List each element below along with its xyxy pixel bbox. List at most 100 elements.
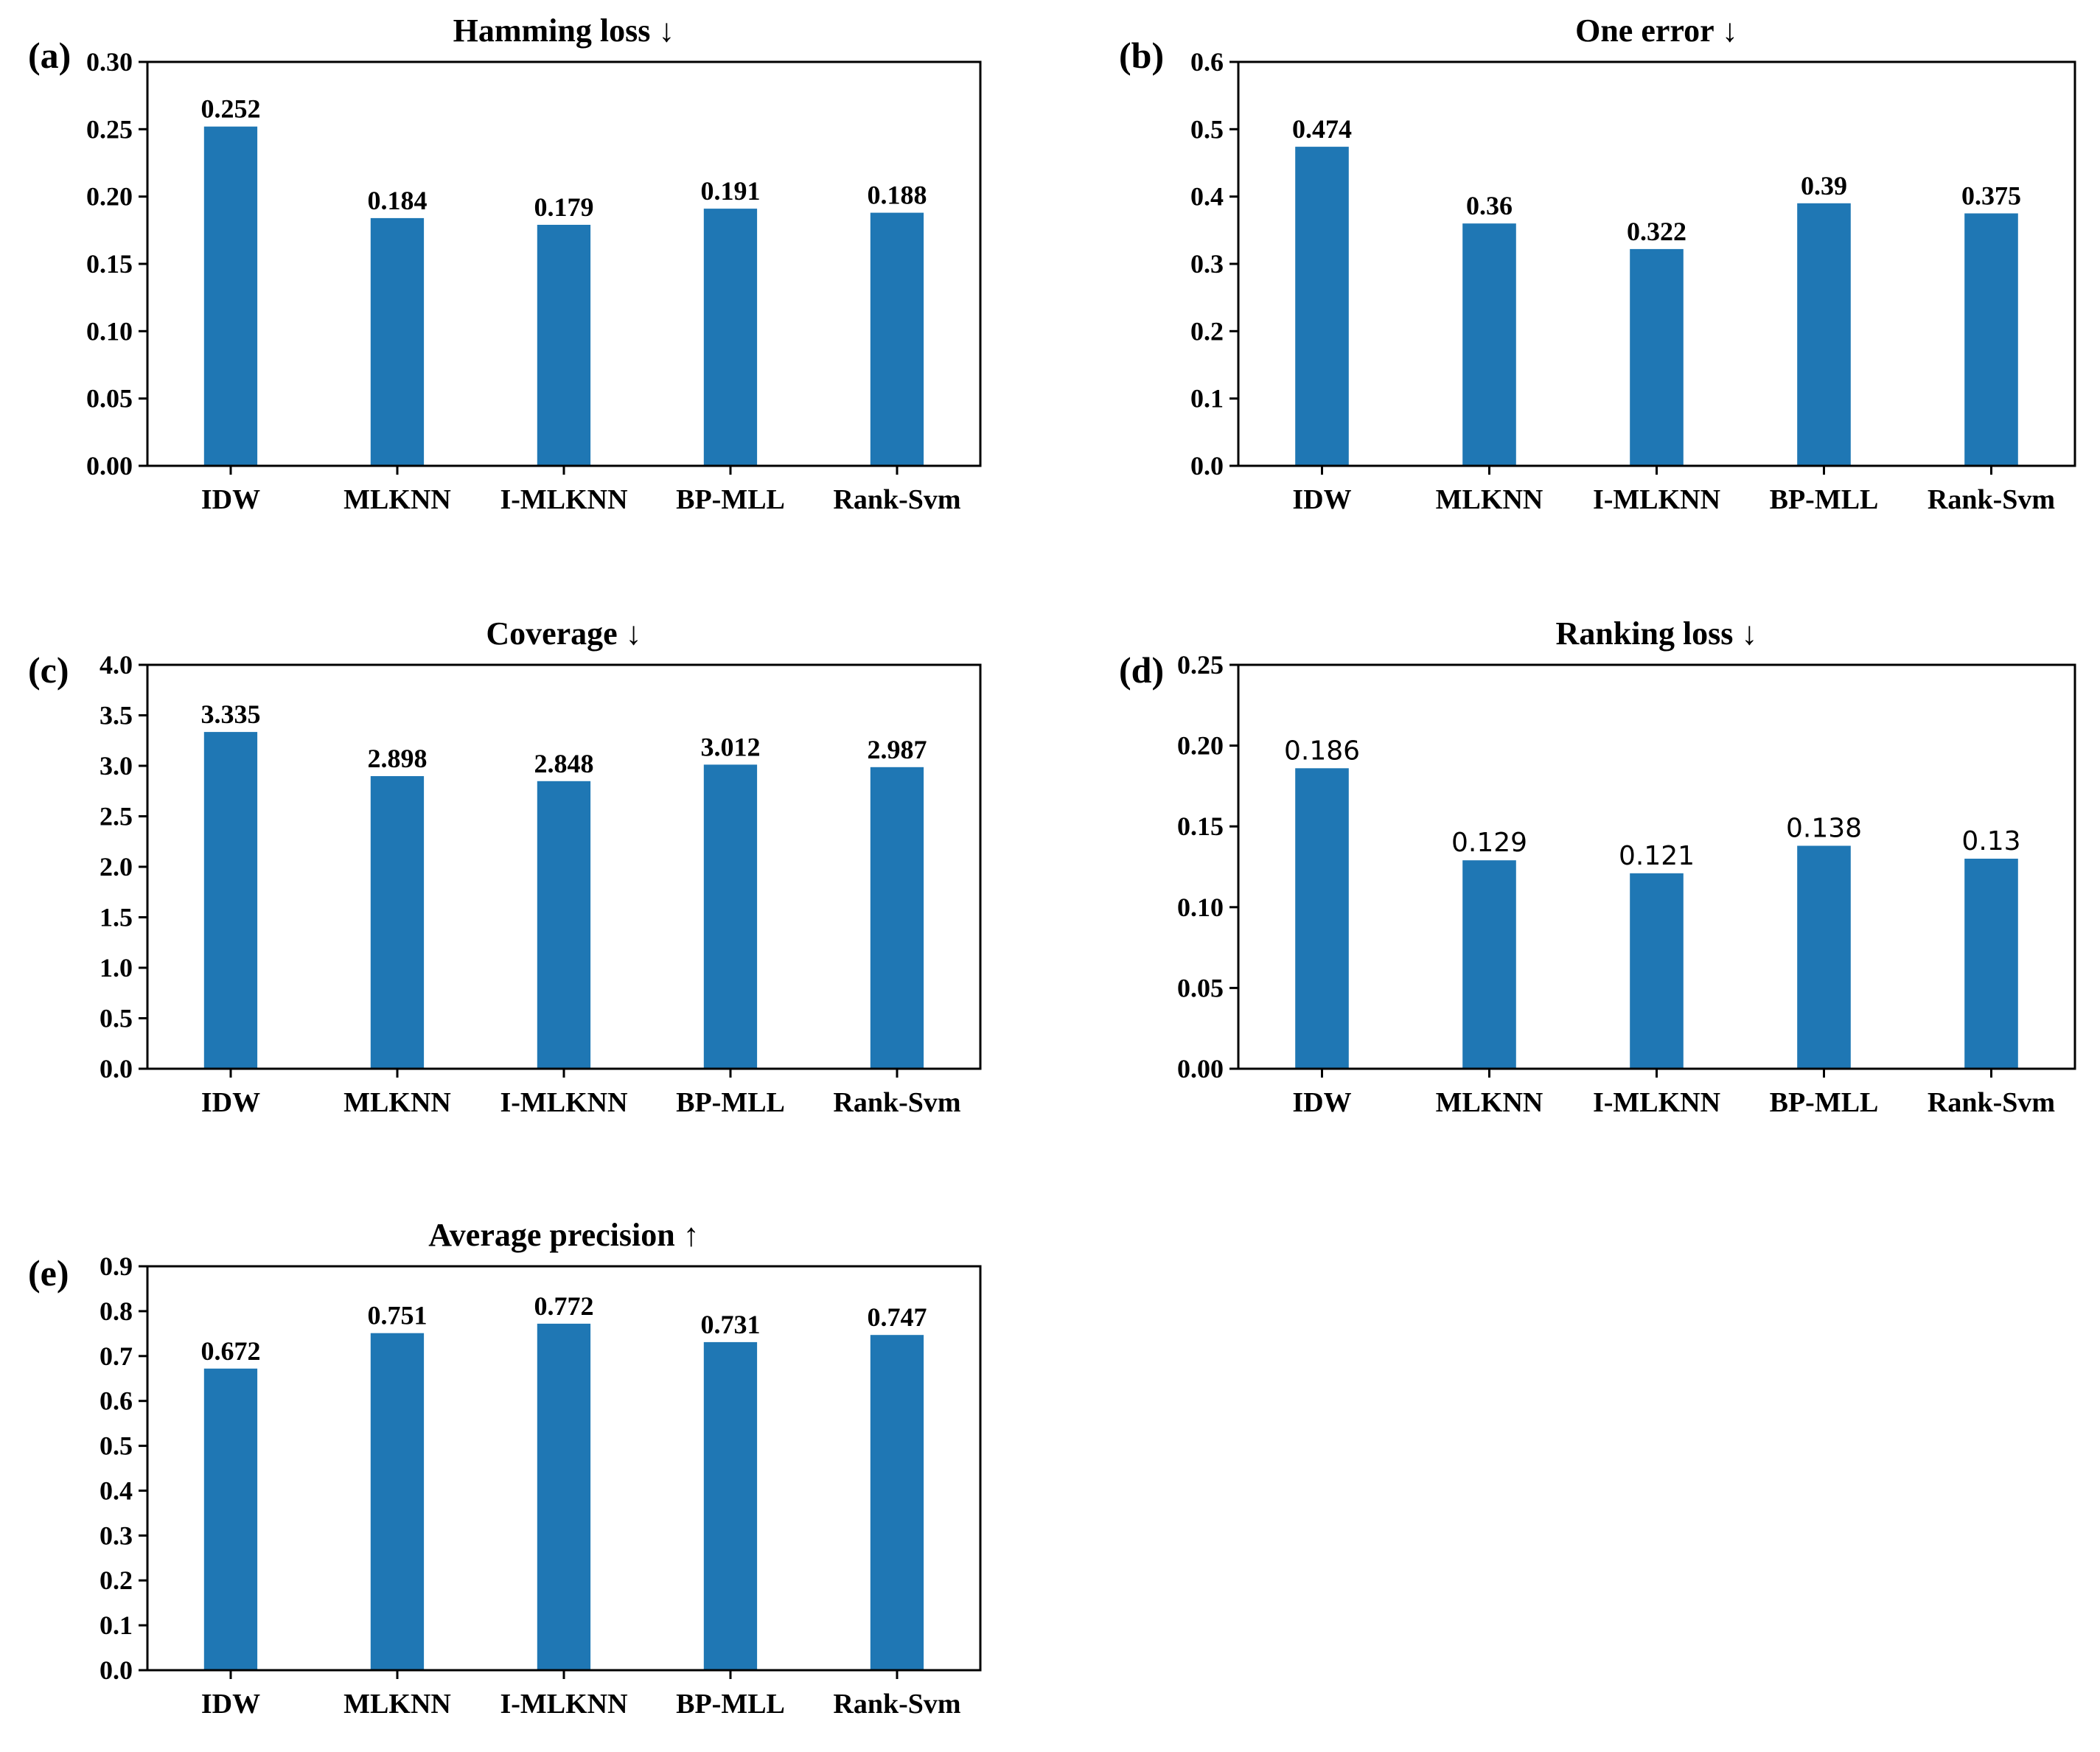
y-tick-label: 0.2 (1190, 316, 1224, 346)
bar-bp-mll (1797, 203, 1851, 466)
y-tick-label: 0.15 (1177, 812, 1224, 841)
data-label-bp-mll: 3.012 (701, 732, 761, 761)
y-tick-label: 0.25 (1177, 650, 1224, 680)
data-label-bp-mll: 0.731 (701, 1310, 761, 1339)
y-tick-label: 0.20 (86, 182, 133, 212)
bar-idw (203, 1368, 258, 1670)
x-tick-label-bp-mll: BP-MLL (676, 484, 785, 515)
y-tick-label: 0.4 (100, 1476, 133, 1505)
data-label-rank-svm: 0.188 (868, 181, 927, 210)
chart-panel-b: 0.0 0.1 0.2 0.3 0.4 0.5 0.6 IDW MLKNN I-MLKNN BP-M… (1119, 13, 2076, 515)
data-label-bp-mll: 0.39 (1801, 171, 1847, 200)
chart-title: Average precision ↑ (428, 1217, 699, 1253)
x-tick-label-idw: IDW (201, 1087, 260, 1118)
data-label-mlknn: 0.184 (368, 186, 428, 215)
bar-bp-mll (703, 764, 758, 1069)
x-tick-label-bp-mll: BP-MLL (1770, 1087, 1879, 1118)
data-label-rank-svm: 0.375 (1961, 181, 2021, 211)
y-tick-label: 1.0 (100, 953, 133, 983)
chart-panel-c: 0.0 0.5 1.0 1.5 2.0 2.5 3.0 3.5 4.0 IDW MLKNN I-MLK… (28, 615, 982, 1118)
bar-mlknn (370, 217, 425, 466)
y-tick-label: 0.00 (1177, 1054, 1224, 1083)
data-label-i-mlknn: 2.848 (534, 749, 594, 778)
y-tick-label: 3.5 (100, 701, 133, 730)
y-tick-label: 0.4 (1190, 182, 1224, 212)
panel-label: (b) (1119, 35, 1164, 76)
y-tick-label: 0.5 (1190, 114, 1224, 144)
data-label-rank-svm: 0.13 (1961, 826, 2020, 856)
data-label-idw: 0.252 (201, 94, 261, 124)
bar-mlknn (370, 776, 425, 1069)
y-tick-label: 0.05 (86, 384, 133, 413)
y-tick-label: 0.1 (1190, 384, 1224, 413)
x-tick-label-mlknn: MLKNN (343, 1087, 451, 1118)
x-tick-label-mlknn: MLKNN (1436, 484, 1543, 515)
x-tick-label-i-mlknn: I-MLKNN (1593, 1087, 1720, 1118)
y-tick-label: 0.5 (100, 1004, 133, 1033)
y-tick-label: 0.0 (100, 1655, 133, 1685)
chart-title: Hamming loss ↓ (453, 13, 675, 49)
y-tick-label: 0.9 (100, 1252, 133, 1281)
data-label-idw: 0.672 (201, 1336, 261, 1366)
chart-title: Ranking loss ↓ (1556, 615, 1758, 652)
chart-panel-a: 0.00 0.05 0.10 0.15 0.20 0.25 0.30 IDW MLKNN I-ML… (28, 13, 982, 515)
y-tick-label: 0.0 (100, 1054, 133, 1083)
bar-bp-mll (703, 1341, 758, 1670)
x-tick-label-i-mlknn: I-MLKNN (500, 1689, 627, 1720)
x-tick-label-idw: IDW (201, 484, 260, 515)
data-label-idw: 0.474 (1292, 114, 1352, 144)
x-tick-label-rank-svm: Rank-Svm (833, 1689, 960, 1720)
y-tick-label: 0.15 (86, 249, 133, 279)
bar-i-mlknn (1630, 248, 1684, 466)
y-tick-label: 0.6 (1190, 47, 1224, 77)
x-tick-label-rank-svm: Rank-Svm (833, 484, 960, 515)
data-label-idw: 3.335 (201, 699, 261, 729)
data-label-bp-mll: 0.191 (701, 176, 761, 206)
bar-mlknn (1462, 860, 1516, 1069)
bar-mlknn (370, 1333, 425, 1670)
data-label-mlknn: 2.898 (368, 744, 428, 773)
chart-title: Coverage ↓ (486, 615, 641, 652)
bar-bp-mll (1797, 845, 1851, 1069)
x-tick-label-rank-svm: Rank-Svm (833, 1087, 960, 1118)
y-tick-label: 0.6 (100, 1386, 133, 1416)
bar-i-mlknn (537, 1323, 591, 1670)
data-label-i-mlknn: 0.121 (1619, 841, 1695, 871)
x-tick-label-bp-mll: BP-MLL (676, 1087, 785, 1118)
x-tick-label-idw: IDW (201, 1689, 260, 1720)
data-label-rank-svm: 0.747 (868, 1302, 927, 1332)
y-tick-label: 0.30 (86, 47, 133, 77)
bar-idw (203, 126, 258, 466)
chart-panel-d: 0.00 0.05 0.10 0.15 0.20 0.25 IDW MLKNN I-MLKNN B… (1119, 615, 2076, 1118)
bar-rank-svm (1964, 859, 2018, 1069)
data-label-i-mlknn: 0.322 (1627, 217, 1686, 246)
y-tick-label: 0.7 (100, 1341, 133, 1371)
x-tick-label-rank-svm: Rank-Svm (1928, 484, 2055, 515)
data-label-mlknn: 0.36 (1466, 191, 1513, 220)
data-label-rank-svm: 2.987 (868, 735, 927, 764)
y-tick-label: 1.5 (100, 903, 133, 932)
y-tick-label: 0.1 (100, 1610, 133, 1640)
bar-i-mlknn (537, 225, 591, 466)
y-tick-label: 0.00 (86, 451, 133, 481)
x-tick-label-idw: IDW (1292, 484, 1351, 515)
x-tick-label-i-mlknn: I-MLKNN (1593, 484, 1720, 515)
chart-panel-e: 0.0 0.1 0.2 0.3 0.4 0.5 0.6 0.7 0.8 0.9 IDW MLKNN I-… (28, 1217, 982, 1720)
data-label-mlknn: 0.751 (368, 1301, 428, 1330)
bar-i-mlknn (537, 781, 591, 1069)
y-tick-label: 0.0 (1190, 451, 1224, 481)
y-tick-label: 2.0 (100, 852, 133, 882)
bar-mlknn (1462, 223, 1516, 466)
bar-idw (1295, 768, 1349, 1069)
y-tick-label: 0.3 (100, 1521, 133, 1550)
y-tick-label: 0.2 (100, 1566, 133, 1595)
y-tick-label: 2.5 (100, 802, 133, 831)
bar-bp-mll (703, 209, 758, 466)
y-tick-label: 0.05 (1177, 973, 1224, 1002)
panel-label: (a) (28, 35, 71, 76)
chart-title: One error ↓ (1575, 13, 1738, 49)
x-tick-label-mlknn: MLKNN (343, 1689, 451, 1720)
bar-i-mlknn (1630, 873, 1684, 1069)
bar-rank-svm (870, 1335, 924, 1670)
